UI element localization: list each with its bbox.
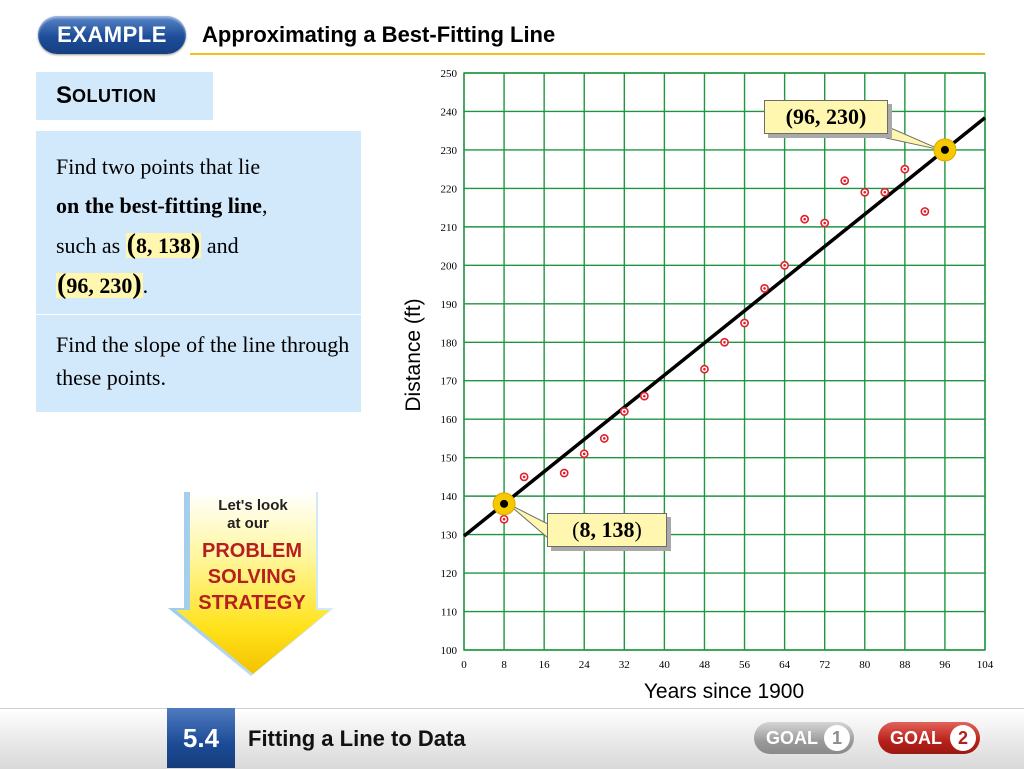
step-1-bold: on the best-fitting line <box>56 193 262 218</box>
x-tick-label-80: 80 <box>859 659 871 671</box>
callout-point-8-138: (8, 138) <box>547 513 667 547</box>
step-1-comma: , <box>261 193 268 218</box>
step-1-point-2: (96, 230) <box>56 269 143 300</box>
y-tick-label-240: 240 <box>441 106 458 118</box>
strategy-text-line-3: PROBLEM <box>202 540 302 562</box>
data-point-center-3 <box>582 452 586 456</box>
y-tick-label-250: 250 <box>441 68 458 80</box>
solution-label-rest: OLUTION <box>72 85 157 106</box>
data-point-center-7 <box>703 367 706 371</box>
y-tick-label-120: 120 <box>441 568 458 580</box>
goal-2-number: 2 <box>950 725 976 751</box>
data-point-center-16 <box>883 190 887 194</box>
step-2-text: Find the slope of the line through these… <box>56 332 350 390</box>
y-tick-label-170: 170 <box>441 376 458 388</box>
goal-1-label: GOAL <box>766 727 818 748</box>
y-tick-label-130: 130 <box>441 530 458 542</box>
steps-panel: Find two points that lie on the best-fit… <box>36 131 361 412</box>
chart-grid <box>463 72 986 651</box>
x-tick-label-72: 72 <box>819 659 830 671</box>
step-1-text: Find two points that lie on the best-fit… <box>56 147 351 305</box>
example-badge: EXAMPLE <box>38 16 186 54</box>
x-axis-label: Years since 1900 <box>644 680 804 703</box>
data-point-center-15 <box>863 190 867 194</box>
step-1-and: and <box>206 233 239 258</box>
section-number-badge: 5.4 <box>167 708 235 768</box>
solution-label: S OLUTION <box>36 72 213 120</box>
step-1-point-2-value: 96, 230 <box>66 273 133 298</box>
x-tick-label-96: 96 <box>939 659 951 671</box>
data-point-center-9 <box>743 321 746 325</box>
data-point-center-17 <box>903 167 907 171</box>
y-axis-label: Distance (ft) <box>402 298 425 411</box>
header-rule <box>190 53 985 55</box>
y-tick-label-200: 200 <box>441 260 458 272</box>
highlighted-points <box>492 138 957 516</box>
x-tick-label-56: 56 <box>739 659 751 671</box>
data-point-center-6 <box>643 394 646 398</box>
callout-point-96-230: (96, 230) <box>764 100 888 134</box>
strategy-text-line-5: STRATEGY <box>198 592 306 614</box>
x-tick-label-8: 8 <box>501 659 507 671</box>
y-tick-label-110: 110 <box>441 607 458 619</box>
solution-label-initial: S <box>56 82 73 109</box>
data-point-center-18 <box>923 210 927 213</box>
highlighted-point-center-0 <box>500 499 509 508</box>
x-tick-label-32: 32 <box>619 659 630 671</box>
step-1-point-1: (8, 138) <box>125 229 202 260</box>
steps-divider <box>36 314 361 315</box>
best-fit-line <box>462 116 987 538</box>
data-point-center-13 <box>823 221 826 225</box>
data-point-center-11 <box>783 264 786 267</box>
step-1-intro: Find two points that lie <box>56 154 261 179</box>
data-point-center-12 <box>803 217 806 221</box>
page-title: Approximating a Best-Fitting Line <box>202 22 556 47</box>
chart-ticks: 0 8 16 24 32 40 48 56 64 72 80 88 96 104 100 110 120 130 1… <box>441 68 994 671</box>
x-tick-label-16: 16 <box>539 659 551 671</box>
highlighted-point-center-1 <box>940 145 949 154</box>
strategy-text-line-1: Let's look <box>218 497 288 514</box>
goal-2-button[interactable]: GOAL 2 <box>878 722 980 754</box>
y-tick-label-230: 230 <box>441 145 458 157</box>
data-point-center-0 <box>502 517 506 521</box>
goal-1-button[interactable]: GOAL 1 <box>754 722 854 754</box>
y-tick-label-150: 150 <box>441 453 458 465</box>
x-tick-label-24: 24 <box>579 659 591 671</box>
y-tick-label-140: 140 <box>441 491 458 503</box>
y-tick-label-160: 160 <box>441 414 458 426</box>
strategy-arrow-icon[interactable]: Let's look at our PROBLEM SOLVING STRATE… <box>168 488 334 678</box>
y-tick-label-210: 210 <box>441 222 458 234</box>
data-point-center-1 <box>522 475 526 479</box>
footer-bar <box>0 708 1024 769</box>
callout-top-value: 96, 230 <box>793 104 859 129</box>
data-point-center-8 <box>723 340 726 344</box>
step-1-period: . <box>142 273 149 298</box>
y-tick-label-100: 100 <box>441 645 458 657</box>
y-tick-label-190: 190 <box>441 299 458 311</box>
data-point-center-5 <box>623 410 626 413</box>
goal-2-label: GOAL <box>890 727 942 748</box>
goal-1-number: 1 <box>824 725 850 751</box>
data-point-center-10 <box>763 287 766 290</box>
section-title: Fitting a Line to Data <box>248 726 466 751</box>
y-tick-label-180: 180 <box>441 337 458 349</box>
step-1-point-1-value: 8, 138 <box>135 233 191 258</box>
x-tick-label-104: 104 <box>977 659 994 671</box>
x-tick-label-0: 0 <box>461 659 467 671</box>
step-1-such-as: such as <box>56 233 121 258</box>
y-tick-label-220: 220 <box>441 183 458 195</box>
x-tick-label-40: 40 <box>659 659 671 671</box>
x-tick-label-88: 88 <box>899 659 911 671</box>
data-point-center-4 <box>602 437 606 440</box>
plot-area <box>463 72 986 651</box>
callout-bottom-value: 8, 138 <box>579 517 635 542</box>
data-point-center-14 <box>843 179 847 183</box>
strategy-text-line-2: at our <box>227 515 269 532</box>
x-tick-label-48: 48 <box>699 659 711 671</box>
x-tick-label-64: 64 <box>779 659 791 671</box>
strategy-text-line-4: SOLVING <box>208 566 297 588</box>
data-point-center-2 <box>562 471 566 475</box>
data-points <box>499 164 930 524</box>
